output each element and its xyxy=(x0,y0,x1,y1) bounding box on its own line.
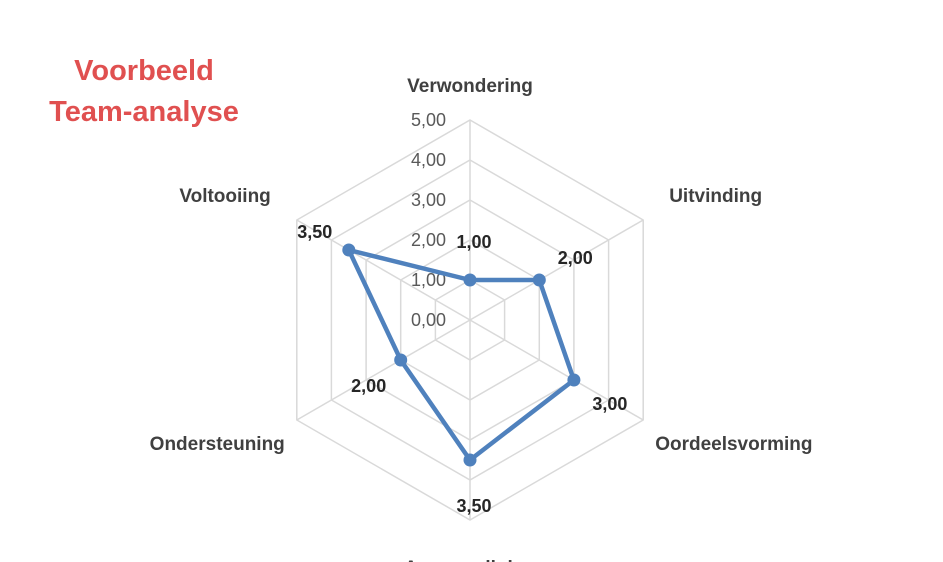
title-line-1: Voorbeeld xyxy=(74,55,214,87)
data-label: 1,00 xyxy=(456,232,491,252)
data-point xyxy=(342,243,356,257)
category-label: Voltooiing xyxy=(179,186,270,207)
category-label: Aanmoediging xyxy=(404,558,536,562)
data-label: 3,50 xyxy=(297,222,332,242)
spoke-4 xyxy=(296,319,471,421)
category-label: Uitvinding xyxy=(669,186,762,207)
tick-label: 5,00 xyxy=(411,110,446,130)
data-point xyxy=(567,373,581,387)
data-point xyxy=(463,273,477,287)
data-label: 3,00 xyxy=(592,394,627,414)
category-labels: Verwondering Uitvinding Oordeelsvorming Aan… xyxy=(150,76,813,562)
spoke-5 xyxy=(296,219,471,321)
data-label: 2,00 xyxy=(351,376,386,396)
tick-label: 0,00 xyxy=(411,310,446,330)
spoke-2 xyxy=(469,319,644,421)
title-line-2: Team-analyse xyxy=(49,96,239,128)
category-label: Oordeelsvorming xyxy=(655,434,812,455)
data-point xyxy=(394,353,408,367)
spoke-1 xyxy=(469,219,644,321)
data-label: 2,00 xyxy=(558,248,593,268)
title-layer: Voorbeeld Team-analyse xyxy=(49,55,239,128)
series-layer xyxy=(342,243,581,467)
tick-label: 1,00 xyxy=(411,270,446,290)
data-label: 3,50 xyxy=(456,496,491,516)
data-point xyxy=(532,273,546,287)
data-point xyxy=(463,453,477,467)
tick-label: 4,00 xyxy=(411,150,446,170)
tick-label: 2,00 xyxy=(411,230,446,250)
radial-tick-labels: 0,00 1,00 2,00 3,00 4,00 5,00 xyxy=(411,110,446,330)
category-label: Verwondering xyxy=(407,76,533,97)
data-labels: 1,00 2,00 3,00 3,50 2,00 3,50 xyxy=(297,222,627,516)
radar-spokes xyxy=(296,120,644,520)
category-label: Ondersteuning xyxy=(150,434,285,455)
tick-label: 3,00 xyxy=(411,190,446,210)
